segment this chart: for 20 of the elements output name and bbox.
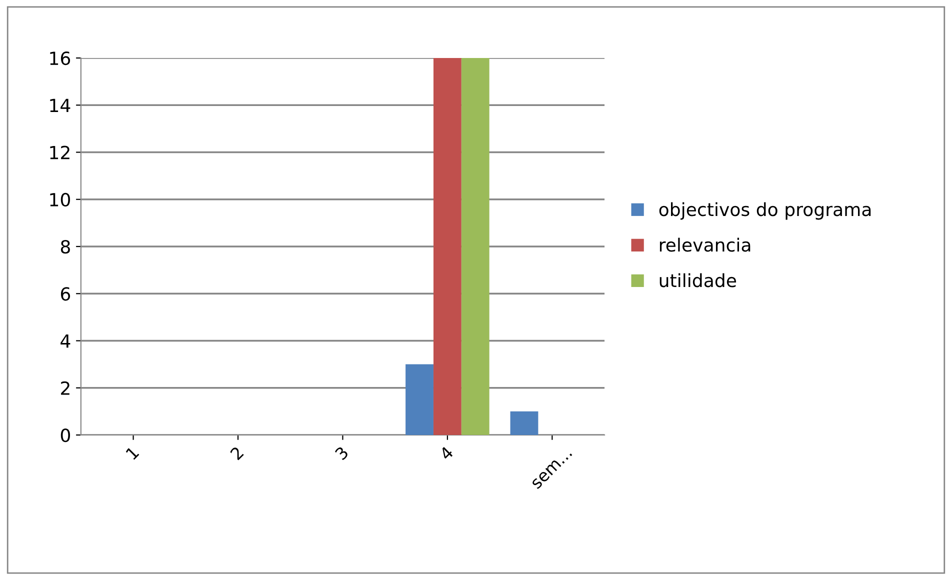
y-tick-label: 2 (61, 381, 70, 395)
y-tick-label: 14 (50, 98, 70, 112)
legend-label: relevancia (660, 238, 750, 252)
bar (433, 58, 462, 435)
y-tick-label: 8 (60, 240, 70, 254)
y-tick-label: 10 (50, 192, 70, 206)
x-tick-label: 3 (334, 446, 349, 460)
x-tick-label: 4 (438, 446, 454, 461)
legend-label: objectivos do programa (659, 202, 871, 220)
bar (461, 58, 490, 435)
y-tick-label: 16 (50, 51, 70, 66)
bar (406, 364, 434, 435)
bar (510, 411, 538, 435)
y-tick-label: 12 (50, 146, 70, 160)
x-tick-label: 1 (125, 446, 140, 460)
legend-label: utilidade (660, 273, 736, 288)
y-tick-label: 6 (60, 287, 70, 301)
x-tick-label: 2 (230, 446, 244, 460)
y-tick-label: 4 (60, 334, 70, 348)
y-tick-label: 0 (60, 428, 70, 442)
